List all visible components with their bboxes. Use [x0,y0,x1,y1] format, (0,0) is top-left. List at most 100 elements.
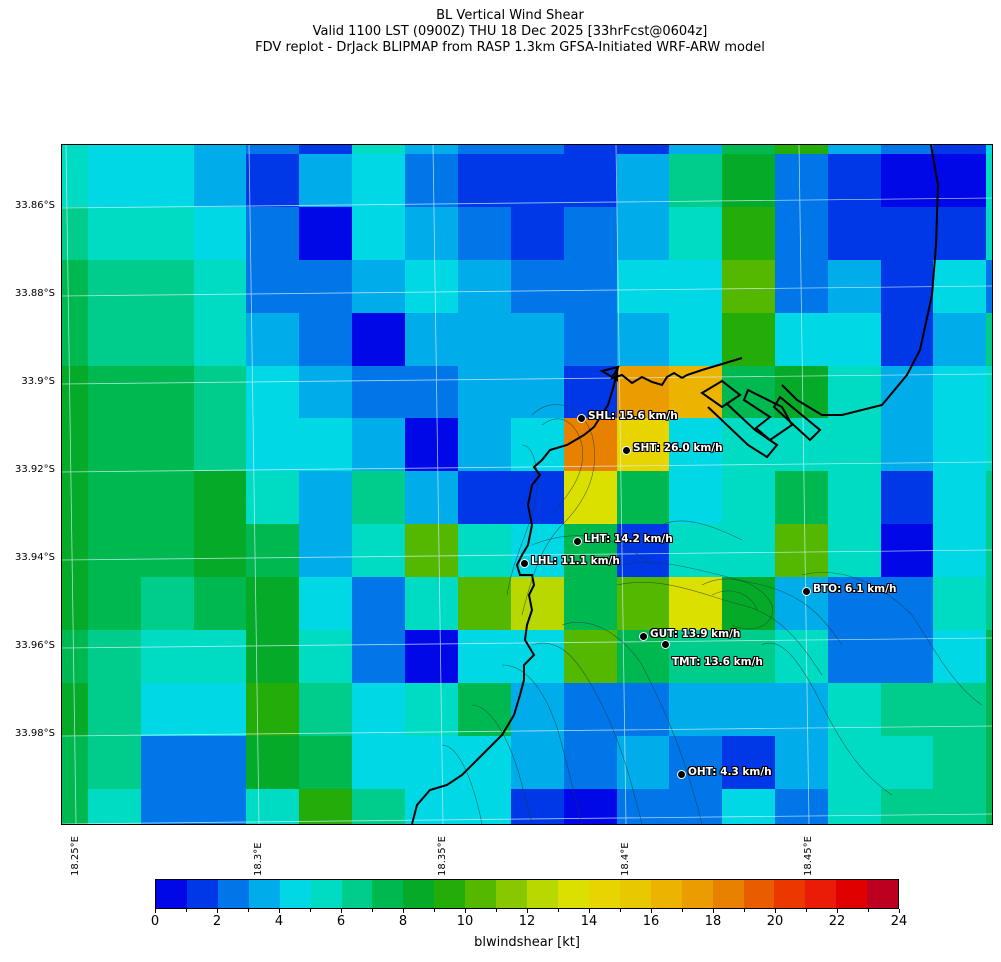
map-overlay [62,145,992,824]
grid-cell [564,207,617,260]
grid-cell [986,630,992,683]
grid-cell [405,145,458,154]
grid-cell [88,418,141,471]
colorbar-swatch [681,880,713,908]
grid-cell [88,366,141,418]
grid-cell [194,577,246,630]
grid-cell [617,145,669,154]
wind-shear-map [62,145,992,824]
longitude-tick-label: 18.45°E [803,836,814,876]
grid-cell [775,736,828,789]
colorbar-swatch [619,880,651,908]
colorbar-swatch [712,880,744,908]
colorbar-swatch [310,880,342,908]
chart-title-block: BL Vertical Wind Shear Valid 1100 LST (0… [0,8,1001,56]
colorbar [155,879,899,909]
grid-cell [141,524,194,577]
grid-cell [828,313,881,366]
colorbar-tick [681,909,683,912]
grid-cell [62,683,88,736]
grid-cell [828,207,881,260]
grid-cell [881,145,933,154]
grid-cell [722,154,775,207]
grid-cell [62,789,88,824]
colorbar-tick [867,909,869,912]
grid-cell [405,313,458,366]
grid-cell [194,418,246,471]
grid-cell [352,366,405,418]
grid-cell [299,630,352,683]
grid-cell [405,683,458,736]
colorbar-tick-label: 18 [704,914,722,929]
grid-cell [828,789,881,824]
grid-cell [62,145,88,154]
grid-cell [564,736,617,789]
grid-cell [194,207,246,260]
station-dot-icon [622,446,631,455]
grid-cell [194,789,246,824]
latitude-tick-label: 33.9°S [21,376,55,387]
grid-cell [986,789,992,824]
graticule [62,145,992,824]
colorbar-tick [185,909,187,912]
grid-cell [511,207,564,260]
grid-cell [194,313,246,366]
colorbar-swatch [248,880,280,908]
grid-cell [564,577,617,630]
grid-cell [62,207,88,260]
grid-cell [775,418,828,471]
grid-cell [88,683,141,736]
grid-cell [933,145,986,154]
grid-cell [669,207,722,260]
grid-cell [722,524,775,577]
grid-cell [669,630,722,683]
colorbar-tick [836,909,838,913]
grid-cell [194,154,246,207]
colorbar-tick [805,909,807,912]
chart-valid-time: Valid 1100 LST (0900Z) THU 18 Dec 2025 [… [312,24,708,39]
grid-cell [246,683,299,736]
colorbar-swatch [557,880,589,908]
colorbar-swatch [805,880,837,908]
grid-cell [352,524,405,577]
latitude-tick-label: 33.86°S [15,200,55,211]
colorbar-swatch [588,880,620,908]
grid-cell [458,630,511,683]
grid-cell [299,524,352,577]
grid-cell [722,630,775,683]
grid-cell [88,154,141,207]
grid-cell [141,207,194,260]
colorbar-tick [309,909,311,912]
colorbar-tick-label: 20 [766,914,784,929]
grid-cell [775,683,828,736]
grid-cell [881,736,933,789]
grid-cell [88,207,141,260]
grid-cell [986,736,992,789]
grid-cell [986,683,992,736]
grid-cell [141,630,194,683]
grid-cell [881,789,933,824]
grid-cell [88,789,141,824]
grid-cell [299,154,352,207]
grid-cell [775,630,828,683]
grid-cell [617,154,669,207]
grid-cell [299,683,352,736]
grid-cell [88,736,141,789]
grid-cell [828,524,881,577]
grid-cell [669,418,722,471]
colorbar-swatch [496,880,528,908]
grid-cell [933,471,986,524]
grid-cell [775,154,828,207]
grid-cell [564,524,617,577]
grid-cell [775,207,828,260]
grid-cell [511,145,564,154]
grid-cell [617,366,669,418]
grid-cell [299,789,352,824]
colorbar-swatch [774,880,806,908]
grid-cell [617,260,669,313]
grid-cell [881,154,933,207]
grid-cell [62,418,88,471]
grid-cell [299,418,352,471]
grid-cell [669,577,722,630]
grid-cell [828,630,881,683]
